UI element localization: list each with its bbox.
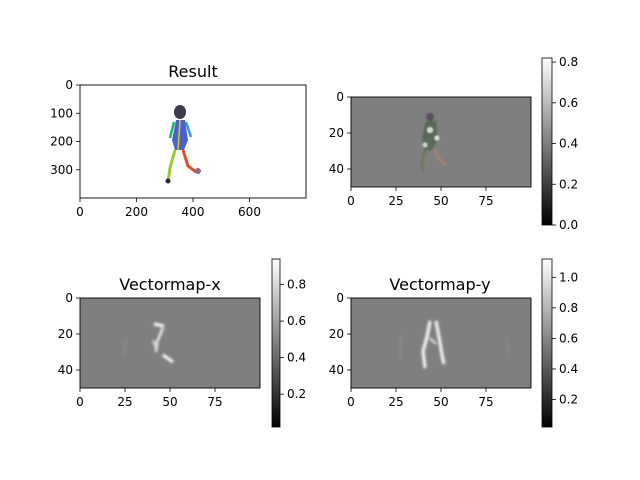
panel-vectormap-x: Vectormap-x 0 25 50 75 0 20 40 0.2 0.4 0.6 0.8 <box>58 258 306 428</box>
panel-vectormap-x-title: Vectormap-x <box>119 275 221 294</box>
x-tick-label: 75 <box>207 395 222 409</box>
colorbar-tick-label: 0.8 <box>559 55 578 69</box>
colorbar-tick-label: 0.6 <box>559 96 578 110</box>
colorbar-tick-label: 0.4 <box>559 362 578 376</box>
colorbar-tick-label: 0.2 <box>559 393 578 407</box>
panel-heatmap: 0 25 50 75 0 20 40 0.0 0.2 0.4 0.6 0.8 <box>329 55 578 232</box>
colorbar-tick-label: 0.6 <box>559 331 578 345</box>
x-tick-label: 25 <box>388 395 403 409</box>
colorbar-frame <box>271 258 281 428</box>
x-tick-label: 0 <box>76 205 84 219</box>
colorbar-tick-label: 0.0 <box>559 218 578 232</box>
x-tick-label: 400 <box>182 205 205 219</box>
x-tick-label: 50 <box>433 395 448 409</box>
colorbar-frame <box>541 57 553 226</box>
x-tick-label: 50 <box>162 395 177 409</box>
heatmap-figure <box>420 113 447 173</box>
colorbar-frame <box>541 258 553 428</box>
panel-result-title: Result <box>168 62 217 81</box>
x-tick-label: 25 <box>117 395 132 409</box>
panel-vectormap-y-axes: 0 25 50 75 0 20 40 <box>329 291 494 409</box>
y-tick-label: 20 <box>58 327 73 341</box>
y-tick-label: 300 <box>50 163 73 177</box>
colorbar-tick-label: 1.0 <box>559 270 578 284</box>
x-tick-label: 0 <box>347 395 355 409</box>
colorbar-tick-label: 0.8 <box>559 301 578 315</box>
y-tick-label: 40 <box>329 162 344 176</box>
panel-vectormap-x-image <box>80 298 260 388</box>
panel-heatmap-axes: 0 25 50 75 0 20 40 <box>329 90 494 208</box>
x-tick-label: 200 <box>125 205 148 219</box>
y-tick-label: 0 <box>65 78 73 92</box>
colorbar-gradient <box>542 58 552 225</box>
x-tick-label: 75 <box>478 194 493 208</box>
panel-result-image <box>80 85 306 198</box>
x-tick-label: 25 <box>388 194 403 208</box>
y-tick-label: 0 <box>65 291 73 305</box>
panel-heatmap-colorbar: 0.0 0.2 0.4 0.6 0.8 <box>541 55 578 232</box>
x-tick-label: 0 <box>347 194 355 208</box>
colorbar-tick-label: 0.8 <box>287 278 306 292</box>
y-tick-label: 0 <box>336 90 344 104</box>
colorbar-tick-label: 0.4 <box>559 137 578 151</box>
y-tick-label: 40 <box>58 363 73 377</box>
colorbar-tick-label: 0.4 <box>287 351 306 365</box>
y-tick-label: 20 <box>329 327 344 341</box>
panel-vectormap-y-colorbar: 0.2 0.4 0.6 0.8 1.0 <box>541 258 578 428</box>
panel-vectormap-y-title: Vectormap-y <box>389 275 490 294</box>
y-tick-label: 20 <box>329 126 344 140</box>
panel-vectormap-x-axes: 0 25 50 75 0 20 40 <box>58 291 223 409</box>
colorbar-gradient <box>542 259 552 427</box>
y-tick-label: 0 <box>336 291 344 305</box>
colorbar-tick-label: 0.2 <box>559 177 578 191</box>
x-tick-label: 75 <box>478 395 493 409</box>
vectormap-x-figure <box>123 322 174 364</box>
skeleton-figure <box>165 105 201 184</box>
colorbar-gradient <box>272 259 280 427</box>
x-tick-label: 600 <box>238 205 261 219</box>
y-tick-label: 200 <box>50 135 73 149</box>
colorbar-tick-label: 0.6 <box>287 314 306 328</box>
y-tick-label: 40 <box>329 363 344 377</box>
colorbar-tick-label: 0.2 <box>287 387 306 401</box>
panel-result-axes: 0 200 400 600 0 100 200 300 <box>50 78 261 219</box>
vectormap-y-figure <box>399 320 509 369</box>
x-tick-label: 50 <box>433 194 448 208</box>
panel-vectormap-x-colorbar: 0.2 0.4 0.6 0.8 <box>271 258 306 428</box>
panel-heatmap-image <box>351 97 531 187</box>
x-tick-label: 0 <box>76 395 84 409</box>
panel-result: Result 0 200 400 600 0 100 200 300 <box>50 62 307 219</box>
panel-vectormap-y: Vectormap-y 0 25 50 75 0 20 40 0.2 0.4 0.6 0.8 1.0 <box>329 258 578 428</box>
y-tick-label: 100 <box>50 106 73 120</box>
